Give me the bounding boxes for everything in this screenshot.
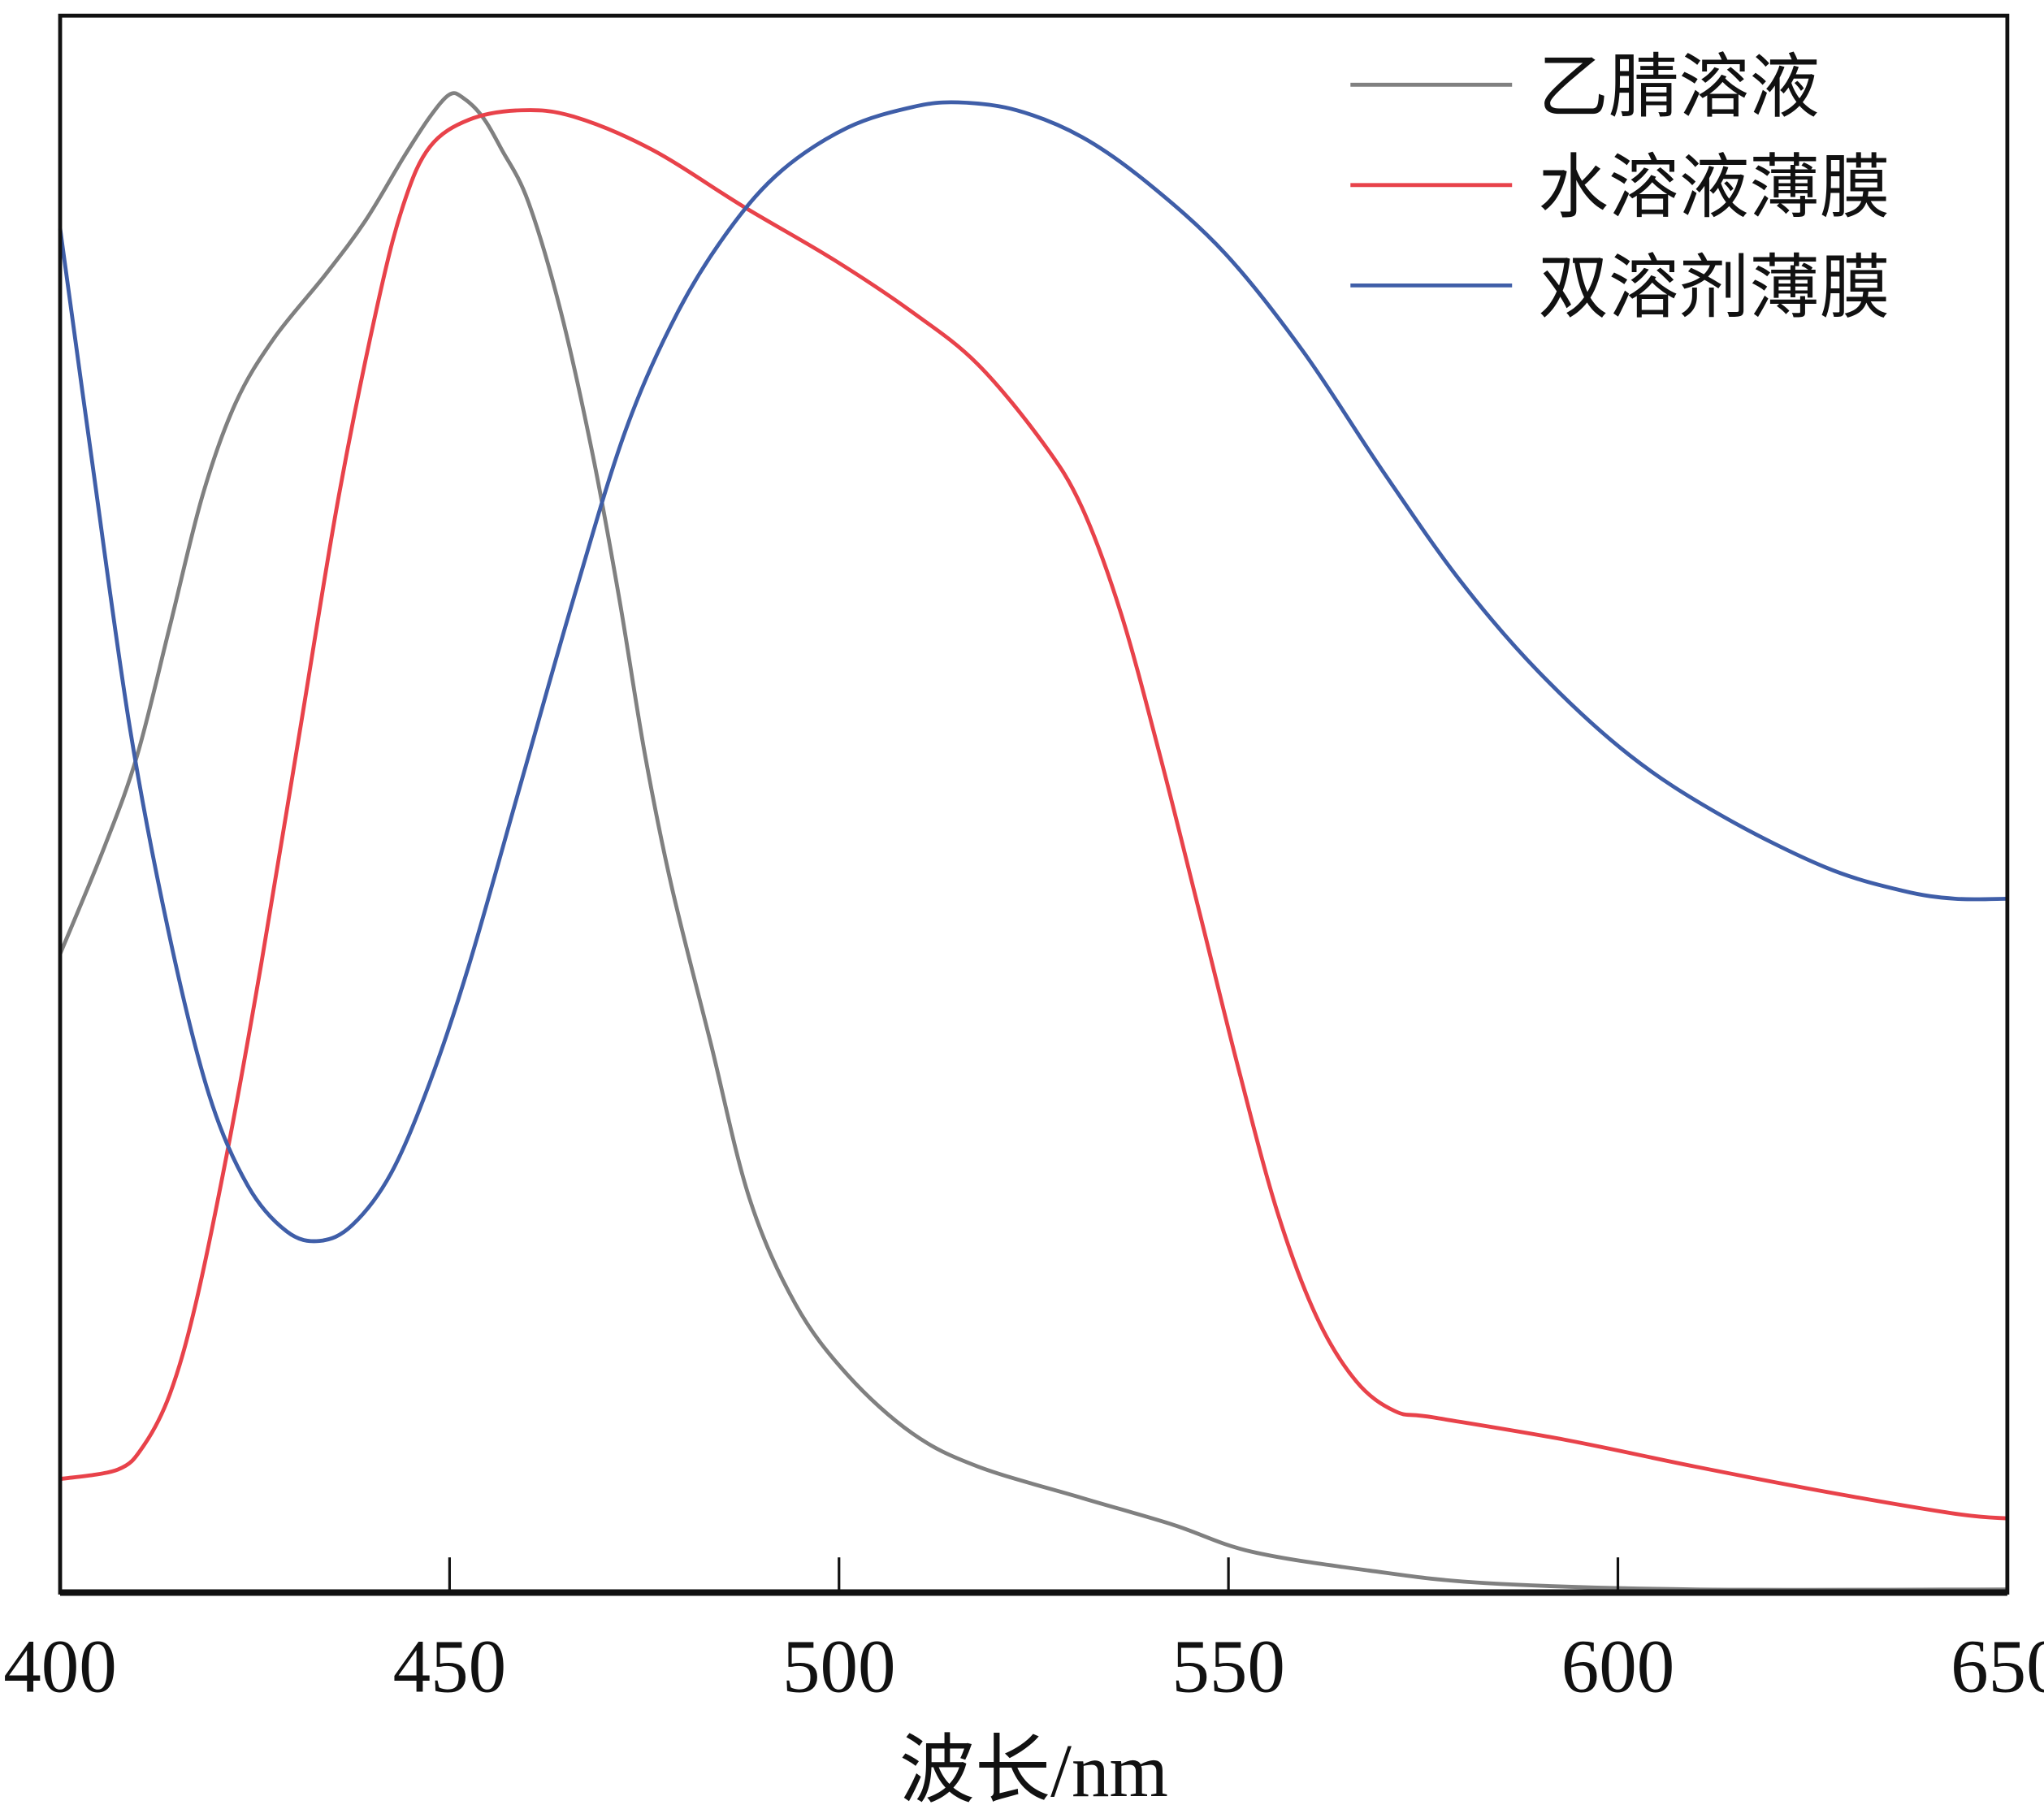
- x-tick-label: 600: [1561, 1625, 1675, 1708]
- legend-label: 双溶剂薄膜: [1538, 247, 1890, 328]
- series-line-0: [58, 91, 2007, 1592]
- series-line-2: [58, 100, 2007, 1244]
- series-line-1: [59, 108, 2008, 1521]
- x-tick-label: 650: [1951, 1625, 2044, 1708]
- legend-label: 水溶液薄膜: [1538, 147, 1890, 228]
- x-ticks: 400 450 500 550 600 650: [3, 1557, 2044, 1708]
- x-axis-title: 波长/nm: [899, 1729, 1168, 1805]
- legend-label: 乙腈溶液: [1538, 46, 1820, 128]
- x-tick-label: 450: [393, 1625, 507, 1708]
- x-tick-label: 550: [1171, 1625, 1285, 1708]
- series-layer: [58, 91, 2008, 1592]
- x-tick-label: 400: [3, 1625, 117, 1708]
- x-tick-label: 500: [782, 1625, 896, 1708]
